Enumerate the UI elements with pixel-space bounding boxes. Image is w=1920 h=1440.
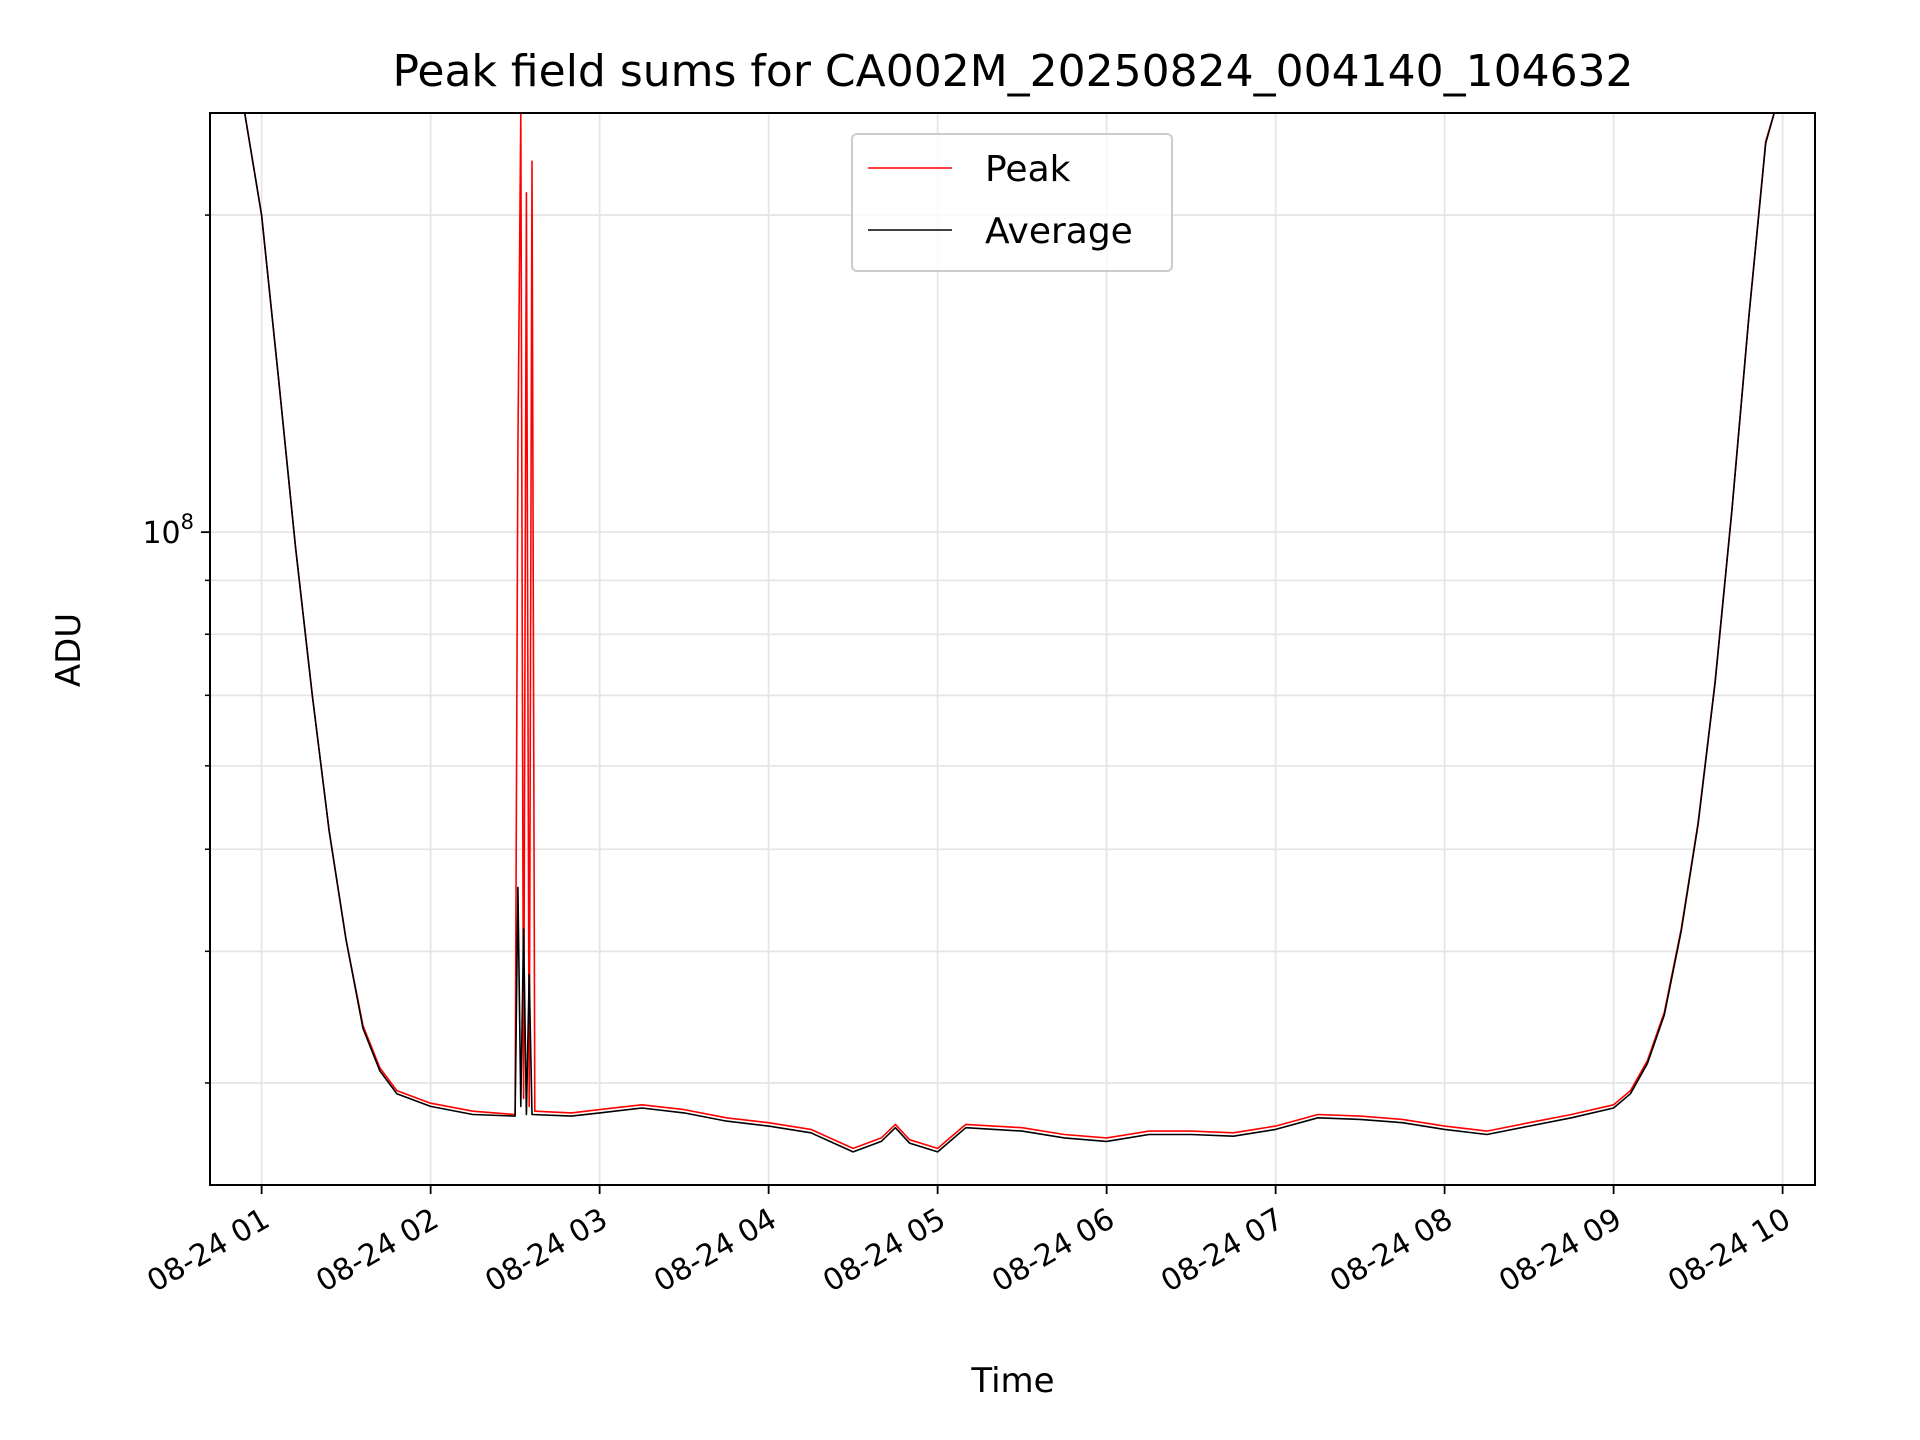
legend-peak-label: Peak [985, 149, 1071, 190]
x-axis-title: Time [970, 1361, 1054, 1401]
legend: Peak Average [851, 133, 1173, 272]
y-tick-label: 108 [142, 510, 194, 551]
y-axis: 108 [142, 214, 210, 1084]
legend-average-label: Average [985, 211, 1133, 252]
plot-frame [209, 112, 1816, 1186]
grid [210, 113, 1815, 1185]
chart-title: Peak field sums for CA002M_20250824_0041… [392, 46, 1633, 97]
y-axis-title: ADU [49, 613, 89, 687]
series-layer [210, 113, 1815, 1153]
series-line-average [210, 113, 1815, 1153]
series-line-peak [210, 113, 1815, 1150]
